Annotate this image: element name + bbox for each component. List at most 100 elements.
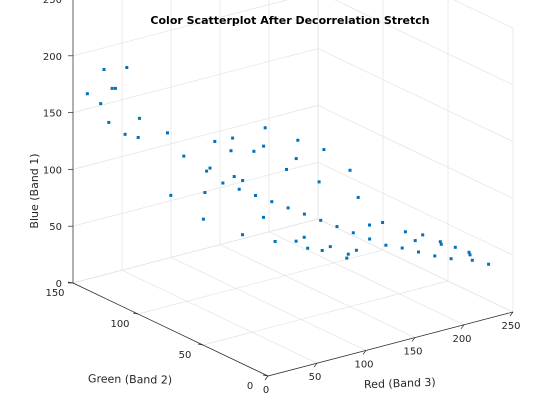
grid-line-x-floor bbox=[121, 269, 318, 364]
y-tick-mark bbox=[197, 343, 204, 346]
y-tick-label: 0 bbox=[247, 381, 253, 392]
data-point bbox=[273, 239, 277, 243]
data-point bbox=[203, 191, 207, 195]
y-axis-label: Green (Band 2) bbox=[88, 372, 172, 386]
data-point bbox=[306, 246, 310, 250]
data-point bbox=[201, 217, 205, 221]
x-tick-mark bbox=[460, 324, 465, 330]
data-point bbox=[302, 235, 306, 239]
data-point bbox=[102, 68, 106, 72]
x-tick-label: 250 bbox=[501, 321, 520, 332]
data-point bbox=[166, 131, 169, 135]
data-point bbox=[241, 233, 244, 237]
data-point bbox=[113, 86, 117, 90]
data-point bbox=[381, 220, 385, 224]
grid-line-z-back bbox=[72, 48, 319, 113]
x-tick-label: 50 bbox=[309, 372, 322, 383]
data-point bbox=[237, 187, 241, 191]
data-point bbox=[328, 245, 332, 249]
data-point bbox=[400, 246, 404, 250]
data-point bbox=[345, 256, 349, 260]
data-point bbox=[356, 195, 360, 199]
x-tick-mark bbox=[411, 337, 416, 342]
data-point bbox=[317, 180, 321, 184]
data-point bbox=[335, 225, 339, 229]
data-point bbox=[296, 138, 300, 142]
grid-line-z-side bbox=[317, 105, 514, 199]
grid-line-z-back bbox=[72, 0, 288, 57]
data-point bbox=[85, 92, 89, 96]
grid-line-y-floor bbox=[137, 249, 384, 315]
data-point bbox=[262, 144, 266, 148]
z-axis-label: Blue (Band 1) bbox=[28, 153, 41, 228]
data-point bbox=[453, 245, 457, 249]
data-point bbox=[208, 166, 212, 170]
data-point bbox=[252, 149, 256, 153]
data-layer bbox=[85, 66, 491, 266]
data-point bbox=[449, 257, 453, 261]
grid-line-z-back bbox=[72, 161, 319, 227]
grid-line-z-back bbox=[72, 105, 319, 170]
grid-line-z-side bbox=[334, 0, 514, 86]
x-tick-label: 150 bbox=[403, 347, 422, 358]
data-point bbox=[417, 250, 420, 254]
data-point bbox=[294, 157, 298, 161]
data-point bbox=[467, 250, 471, 254]
data-point bbox=[354, 248, 358, 252]
chart-title: Color Scatterplot After Decorrelation St… bbox=[150, 14, 429, 27]
data-point bbox=[319, 218, 323, 222]
data-point bbox=[384, 243, 388, 247]
grid-line-x-floor bbox=[219, 244, 416, 338]
data-point bbox=[110, 86, 114, 90]
z-tick-label: 50 bbox=[49, 222, 62, 233]
x-axis-line bbox=[267, 311, 514, 377]
y-axis-line bbox=[72, 282, 269, 377]
grid-line-z-side bbox=[317, 161, 514, 256]
grid-line-x-floor bbox=[268, 231, 465, 326]
data-point bbox=[294, 239, 298, 243]
x-tick-label: 0 bbox=[263, 385, 269, 396]
data-point bbox=[221, 181, 225, 185]
data-point bbox=[99, 102, 103, 106]
data-point bbox=[229, 149, 233, 153]
data-point bbox=[368, 223, 371, 227]
data-point bbox=[439, 242, 443, 246]
data-point bbox=[137, 116, 141, 120]
z-tick-label: 200 bbox=[43, 52, 62, 63]
y-tick-mark bbox=[262, 374, 269, 377]
x-tick-mark bbox=[313, 362, 318, 368]
x-tick-mark bbox=[264, 375, 269, 381]
data-point bbox=[136, 135, 140, 139]
data-point bbox=[322, 148, 326, 152]
data-point bbox=[213, 139, 217, 143]
data-point bbox=[125, 66, 129, 69]
data-point bbox=[470, 258, 474, 262]
data-point bbox=[320, 249, 324, 252]
data-point bbox=[346, 252, 350, 256]
data-point bbox=[368, 237, 372, 241]
y-tick-label: 50 bbox=[179, 350, 192, 361]
data-point bbox=[107, 120, 111, 124]
data-point bbox=[468, 253, 472, 257]
data-point bbox=[285, 167, 288, 171]
y-tick-label: 100 bbox=[110, 319, 129, 330]
data-point bbox=[413, 239, 417, 243]
x-tick-mark bbox=[362, 350, 367, 355]
grid-line-z-side bbox=[453, 0, 514, 29]
data-point bbox=[182, 154, 186, 158]
y-tick-label: 150 bbox=[45, 288, 64, 299]
grid-line-z-side bbox=[317, 48, 514, 142]
z-tick-label: 100 bbox=[43, 165, 62, 176]
data-point bbox=[270, 200, 274, 204]
grid-line-y-floor bbox=[202, 280, 449, 346]
data-point bbox=[263, 126, 267, 130]
x-tick-label: 200 bbox=[452, 334, 471, 345]
data-point bbox=[123, 132, 127, 136]
z-tick-label: 150 bbox=[43, 109, 62, 120]
data-point bbox=[351, 231, 355, 235]
data-point bbox=[403, 230, 407, 234]
x-tick-label: 100 bbox=[354, 359, 373, 370]
